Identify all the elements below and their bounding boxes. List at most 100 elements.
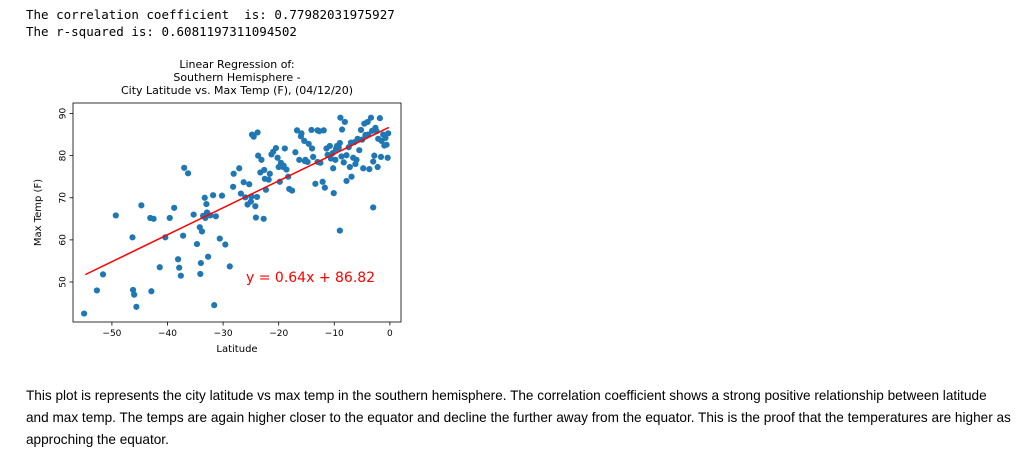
data-point — [281, 145, 288, 152]
y-tick-label: 80 — [59, 150, 69, 162]
data-point — [343, 177, 350, 185]
data-point — [211, 302, 218, 309]
data-point — [356, 147, 363, 154]
data-point — [93, 287, 101, 294]
data-point — [148, 288, 155, 295]
data-point — [338, 126, 346, 133]
data-point — [190, 211, 197, 218]
data-point — [174, 256, 182, 263]
markdown-paragraph: This plot is represents the city latitud… — [26, 388, 1011, 447]
data-point — [352, 160, 359, 168]
data-point — [250, 133, 257, 140]
data-point — [156, 264, 163, 271]
correlation-output: The correlation coefficient is: 0.779820… — [26, 7, 395, 22]
data-point — [280, 163, 287, 171]
chart-title-line: City Latitude vs. Max Temp (F), (04/12/2… — [121, 84, 353, 97]
data-point — [338, 153, 345, 160]
data-point — [370, 204, 377, 211]
data-point — [244, 201, 251, 208]
data-point — [255, 152, 262, 159]
chart-title: Linear Regression of:Southern Hemisphere… — [121, 58, 353, 97]
data-point — [297, 133, 305, 140]
x-tick-label: 0 — [387, 329, 393, 339]
data-point — [201, 194, 208, 201]
data-point — [347, 139, 355, 146]
chart-title-line: Linear Regression of: — [179, 58, 294, 71]
axis-ticks: −50 −40 −30 −20 −10 0 50 60 70 80 90 — [59, 108, 394, 339]
data-point — [321, 184, 328, 191]
data-point — [218, 192, 226, 199]
data-point — [240, 179, 247, 186]
data-point — [308, 126, 315, 134]
data-point — [203, 200, 210, 208]
data-point — [270, 148, 277, 155]
data-point — [209, 192, 217, 199]
data-point — [330, 165, 337, 172]
chart-title-line: Southern Hemisphere - — [173, 71, 300, 84]
data-point — [312, 180, 319, 187]
data-point — [330, 190, 337, 197]
data-point — [382, 134, 389, 142]
data-point — [385, 130, 392, 137]
data-point — [343, 152, 350, 159]
data-point — [320, 127, 327, 134]
data-point — [371, 152, 378, 159]
rsquared-output: The r-squared is: 0.6081197311094502 — [26, 24, 297, 39]
data-point — [326, 142, 333, 150]
data-point — [133, 303, 140, 310]
data-point — [364, 118, 371, 126]
data-point — [129, 286, 137, 294]
data-point — [176, 264, 183, 271]
data-point — [305, 140, 312, 147]
data-point — [357, 126, 365, 134]
data-point — [301, 137, 308, 145]
data-point — [112, 212, 119, 219]
data-point — [377, 153, 385, 161]
y-axis-label: Max Temp (F) — [33, 179, 44, 246]
data-point — [370, 158, 377, 165]
data-point — [337, 114, 344, 121]
data-point — [181, 164, 188, 171]
regression-line — [84, 126, 390, 276]
data-point — [292, 149, 299, 156]
data-point — [319, 178, 326, 185]
y-tick-label: 60 — [59, 234, 69, 246]
x-tick-label: −40 — [158, 329, 177, 339]
data-point — [99, 271, 107, 278]
data-point — [253, 193, 261, 201]
data-point — [376, 115, 383, 122]
data-point — [204, 253, 212, 260]
data-point — [222, 241, 229, 248]
data-point — [296, 156, 303, 163]
data-point — [261, 175, 268, 182]
data-point — [266, 170, 273, 177]
data-point — [226, 263, 233, 270]
data-points — [81, 114, 392, 317]
data-point — [177, 272, 184, 279]
data-point — [212, 213, 219, 220]
data-point — [275, 163, 282, 171]
data-point — [293, 127, 301, 134]
plot-axes-frame — [72, 102, 402, 323]
data-point — [237, 190, 244, 197]
data-point — [336, 139, 343, 147]
data-point — [362, 131, 369, 139]
data-point — [383, 141, 390, 148]
data-point — [346, 163, 353, 171]
data-point — [193, 240, 201, 248]
data-point — [171, 204, 178, 211]
data-point — [198, 228, 206, 235]
data-point — [166, 214, 173, 222]
x-axis-label: Latitude — [216, 344, 257, 355]
data-point — [274, 154, 281, 161]
data-point — [301, 158, 308, 165]
data-point — [184, 170, 192, 177]
data-point — [288, 187, 296, 194]
y-tick-label: 90 — [59, 108, 69, 120]
x-tick-label: −30 — [214, 329, 233, 339]
regression-equation: y = 0.64x + 86.82 — [246, 270, 375, 286]
data-point — [129, 234, 136, 241]
data-point — [230, 183, 237, 190]
data-point — [340, 159, 347, 166]
